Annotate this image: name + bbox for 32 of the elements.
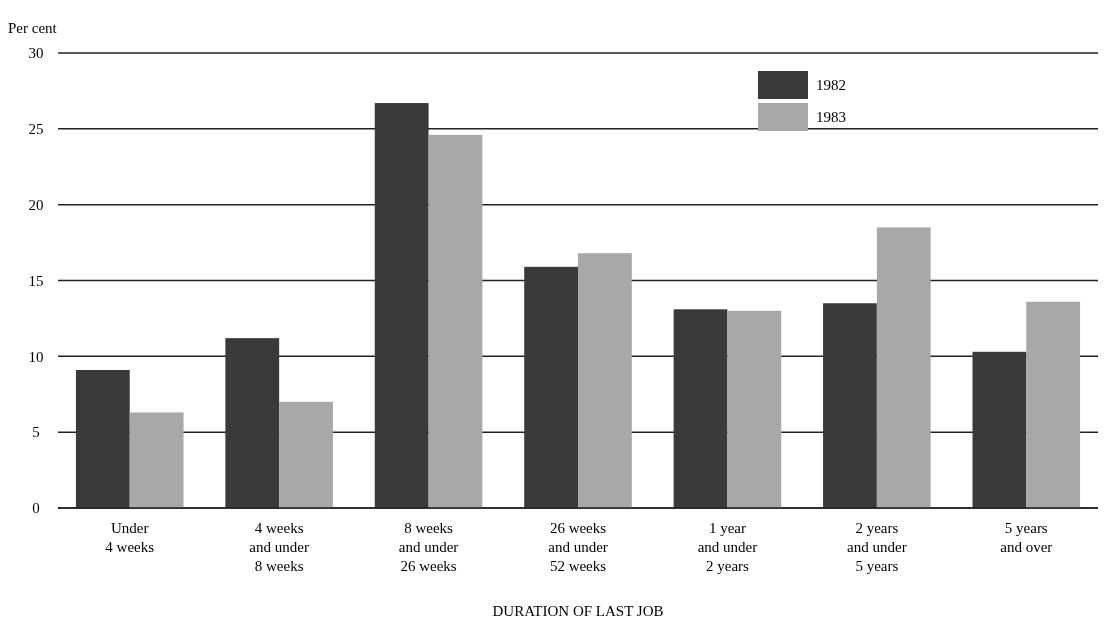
y-tick-label: 25 [28, 121, 44, 138]
x-tick-label: 8 weeks and under 26 weeks [398, 520, 459, 574]
bar [578, 253, 632, 508]
x-tick-label: 1 year and under 2 years [697, 520, 758, 574]
bar [129, 412, 184, 508]
x-axis-title: DURATION OF LAST JOB [492, 603, 664, 619]
x-tick-label: 5 years and over [1000, 520, 1053, 555]
bar [823, 303, 877, 508]
y-tick-label: 0 [32, 500, 40, 517]
y-axis-title: Per cent [8, 20, 58, 36]
bar [374, 103, 429, 508]
x-tick-label: 4 weeks and under 8 weeks [249, 520, 309, 574]
x-tick-label: 2 years and under 5 years [847, 520, 907, 574]
bar [972, 351, 1027, 508]
x-tick-label: Under 4 weeks [105, 520, 155, 555]
bar [673, 309, 728, 508]
y-tick-label: 5 [32, 424, 40, 441]
y-tick-label: 15 [28, 272, 44, 289]
y-tick-label: 30 [28, 45, 44, 62]
bar [225, 338, 280, 508]
x-tick-label: 26 weeks and under 52 weeks [548, 520, 608, 574]
bar [75, 369, 130, 508]
legend-label: 1983 [816, 109, 846, 126]
bar [876, 227, 931, 508]
bar [727, 310, 782, 508]
bar [524, 266, 578, 508]
bar [1026, 301, 1081, 508]
y-tick-label: 10 [28, 348, 44, 365]
legend-label: 1982 [816, 77, 846, 94]
bar [279, 401, 333, 508]
y-tick-label: 20 [28, 196, 44, 213]
bar [428, 134, 483, 508]
